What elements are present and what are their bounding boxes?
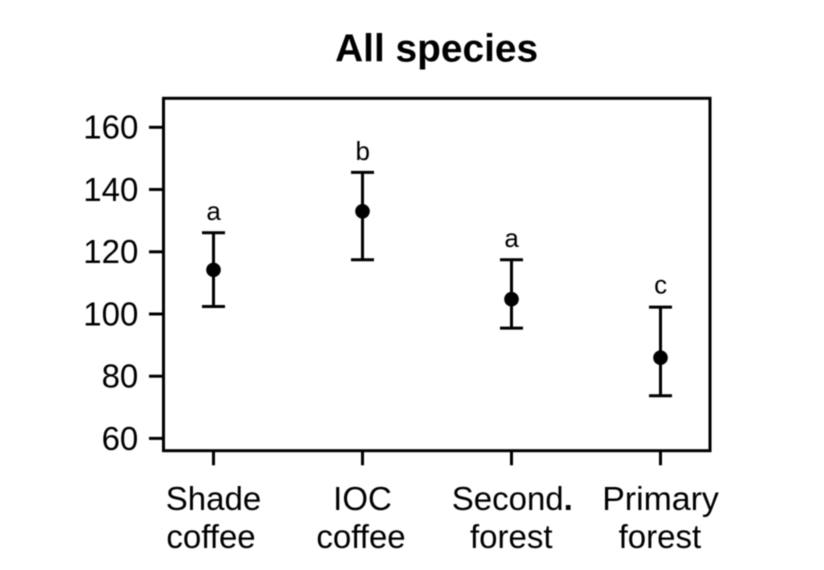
- svg-text:Second.: Second.: [452, 480, 573, 517]
- svg-text:120: 120: [83, 233, 138, 270]
- svg-text:60: 60: [102, 420, 139, 457]
- svg-text:coffee: coffee: [316, 518, 405, 555]
- svg-text:a: a: [504, 223, 519, 253]
- svg-text:forest: forest: [619, 518, 702, 555]
- svg-text:c: c: [654, 270, 667, 300]
- svg-text:b: b: [356, 136, 370, 166]
- svg-text:coffee: coffee: [166, 518, 255, 555]
- svg-text:80: 80: [102, 358, 139, 395]
- svg-text:All species: All species: [335, 28, 538, 71]
- svg-text:a: a: [206, 196, 221, 226]
- svg-text:100: 100: [83, 295, 138, 332]
- svg-text:160: 160: [83, 109, 138, 146]
- svg-text:Primary: Primary: [602, 480, 719, 517]
- svg-text:Shade: Shade: [166, 480, 261, 517]
- svg-text:forest: forest: [470, 518, 553, 555]
- svg-text:IOC: IOC: [333, 480, 392, 517]
- svg-text:140: 140: [83, 171, 138, 208]
